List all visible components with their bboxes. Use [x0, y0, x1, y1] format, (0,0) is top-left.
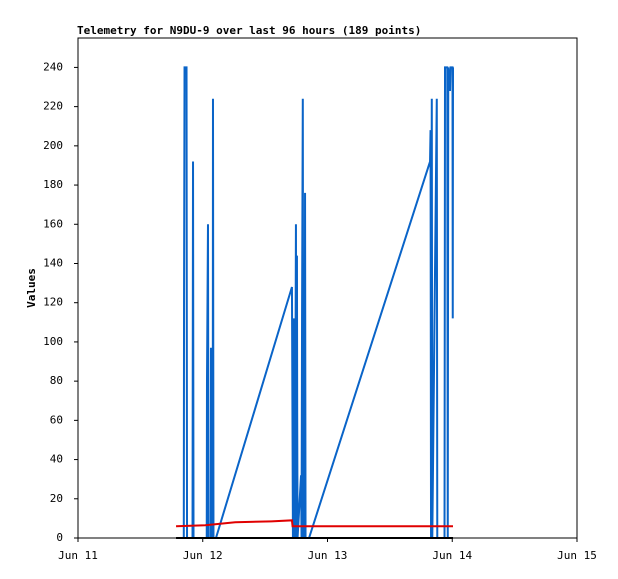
- y-axis-label: Values: [25, 268, 38, 308]
- plot-frame: [77, 37, 578, 539]
- y-tick-label: 20: [50, 492, 63, 505]
- y-tick-label: 240: [43, 60, 63, 73]
- y-tick-label: 200: [43, 139, 63, 152]
- y-tick-label: 60: [50, 413, 63, 426]
- y-tick-label: 80: [50, 374, 63, 387]
- x-tick-label: Jun 11: [58, 549, 98, 562]
- series-line: [182, 66, 454, 539]
- y-tick-label: 160: [43, 217, 63, 230]
- y-tick-label: 40: [50, 453, 63, 466]
- x-tick-label: Jun 14: [432, 549, 472, 562]
- y-tick-label: 100: [43, 335, 63, 348]
- chart-title: Telemetry for N9DU-9 over last 96 hours …: [77, 24, 421, 37]
- x-tick-label: Jun 13: [308, 549, 348, 562]
- series-line: [176, 519, 453, 528]
- y-tick-label: 140: [43, 256, 63, 269]
- y-tick-label: 220: [43, 100, 63, 113]
- y-tick-label: 120: [43, 296, 63, 309]
- y-tick-label: 180: [43, 178, 63, 191]
- x-tick-label: Jun 15: [557, 549, 597, 562]
- y-tick-label: 0: [56, 531, 63, 544]
- x-tick-label: Jun 12: [183, 549, 223, 562]
